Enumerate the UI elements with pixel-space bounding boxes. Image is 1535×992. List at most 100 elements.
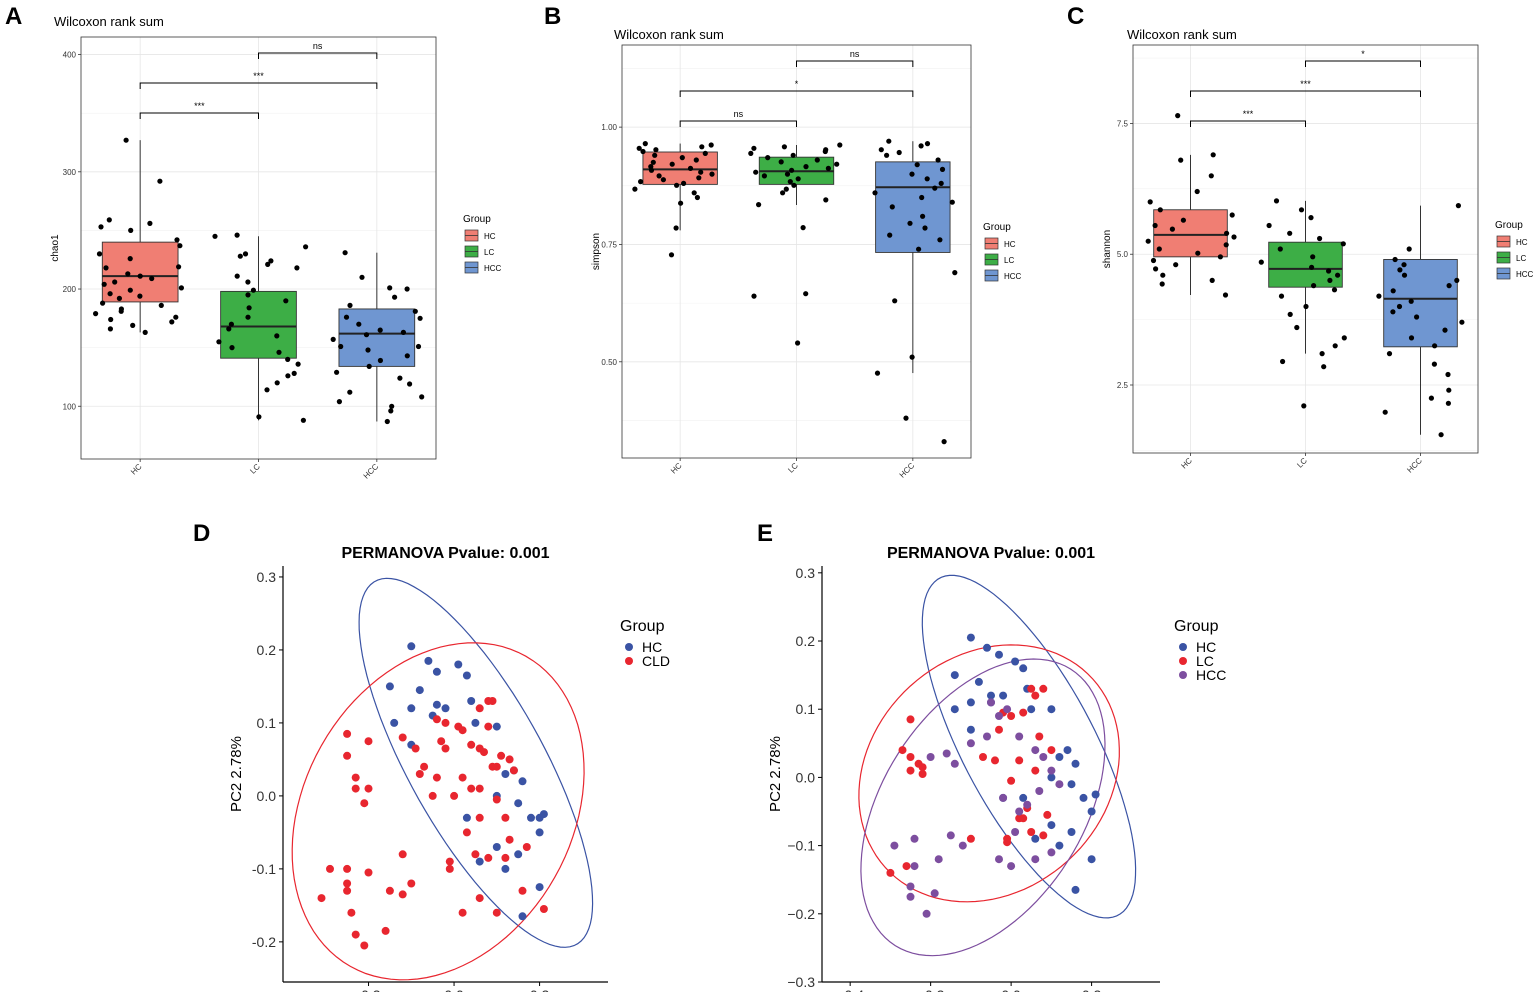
x-axis: -0.20.00.2PC1 6.05% — [356, 982, 550, 992]
series-cld — [317, 697, 548, 950]
data-point — [991, 756, 999, 765]
data-point — [256, 414, 262, 420]
data-point — [966, 739, 975, 748]
data-point — [1145, 238, 1151, 244]
points-hcc — [872, 138, 958, 445]
y-tick-label: 200 — [63, 285, 77, 294]
data-point — [1157, 207, 1163, 213]
data-point — [1047, 766, 1056, 775]
plot-title: Wilcoxon rank sum — [1127, 27, 1237, 42]
box-body — [1153, 209, 1228, 258]
data-point — [1019, 708, 1028, 717]
legend-label: LC — [484, 248, 494, 257]
data-point — [979, 753, 987, 761]
y-tick-label: 0.1 — [257, 715, 277, 731]
series-hc — [385, 642, 548, 921]
data-point — [234, 232, 240, 238]
data-point — [169, 319, 175, 325]
data-point — [784, 171, 791, 177]
legend-label: HC — [484, 232, 496, 241]
data-point — [1280, 358, 1286, 365]
data-point — [1194, 188, 1200, 195]
data-point — [359, 274, 365, 280]
data-point — [388, 408, 394, 414]
comparison-bracket — [139, 112, 259, 119]
data-point — [176, 264, 182, 270]
data-point — [999, 793, 1008, 802]
data-point — [1087, 807, 1096, 816]
data-point — [1454, 277, 1460, 283]
data-point — [687, 165, 694, 171]
data-point — [1390, 309, 1396, 315]
data-point — [505, 755, 514, 764]
data-point — [966, 725, 975, 734]
data-point — [123, 137, 129, 143]
data-point — [276, 349, 282, 355]
data-point — [360, 941, 369, 950]
data-point — [887, 232, 893, 238]
data-point — [1156, 246, 1162, 252]
data-point — [678, 200, 684, 206]
legend-label: HC — [1004, 240, 1016, 249]
legend-label: HCC — [484, 264, 502, 273]
data-point — [889, 204, 895, 210]
points-hcc — [330, 250, 425, 425]
y-tick-label: 0.2 — [257, 642, 277, 658]
data-point — [958, 841, 967, 850]
significance-label: *** — [1243, 109, 1254, 119]
data-point — [1027, 705, 1036, 714]
data-point — [347, 908, 356, 917]
x-tick-label: 0.2 — [530, 987, 550, 992]
plot-title: PERMANOVA Pvalue: 0.001 — [887, 545, 1095, 562]
data-point — [938, 180, 944, 186]
data-point — [118, 308, 124, 314]
data-point — [343, 729, 352, 738]
y-tick-label: 400 — [63, 51, 77, 60]
legend-marker — [1179, 671, 1187, 679]
legend-label: HCC — [1004, 272, 1022, 281]
data-point — [892, 298, 898, 304]
data-point — [918, 770, 927, 778]
data-point — [903, 415, 909, 421]
comparison-bracket — [1190, 120, 1306, 127]
data-point — [1294, 324, 1300, 331]
y-axis: 2.5 5.0 7.5 shannon — [1102, 119, 1133, 390]
data-point — [245, 314, 251, 320]
data-point — [1039, 684, 1048, 693]
box-hc — [101, 140, 179, 333]
data-point — [778, 159, 784, 165]
data-point — [691, 190, 697, 196]
data-point — [803, 291, 809, 297]
data-point — [756, 202, 762, 208]
data-point — [1007, 712, 1016, 720]
legend: Group HC LC HCC — [983, 222, 1022, 282]
data-point — [822, 148, 828, 155]
data-point — [398, 850, 407, 859]
data-point — [1159, 281, 1165, 287]
y-tick-label: 0.0 — [796, 769, 816, 785]
data-point — [497, 751, 506, 760]
data-point — [1326, 268, 1332, 274]
legend-label: HC — [1516, 238, 1528, 247]
comparison-bracket — [796, 60, 914, 67]
y-tick-label: 0.3 — [257, 569, 277, 585]
data-point — [116, 295, 122, 301]
y-tick-label: 0.0 — [257, 788, 277, 804]
data-point — [790, 152, 796, 158]
data-point — [924, 141, 931, 147]
data-point — [360, 799, 369, 808]
data-point — [896, 149, 902, 156]
data-point — [128, 227, 134, 233]
panel-letter: E — [757, 520, 773, 547]
data-point — [384, 418, 390, 425]
data-point — [432, 773, 441, 782]
comparisons: ns * ns — [679, 49, 914, 127]
series-lc — [886, 684, 1056, 877]
data-point — [950, 671, 959, 680]
data-point — [268, 258, 274, 264]
data-point — [475, 857, 484, 866]
data-point — [909, 171, 915, 177]
data-point — [351, 784, 360, 793]
data-point — [492, 795, 501, 804]
confidence-ellipses — [858, 574, 1137, 957]
